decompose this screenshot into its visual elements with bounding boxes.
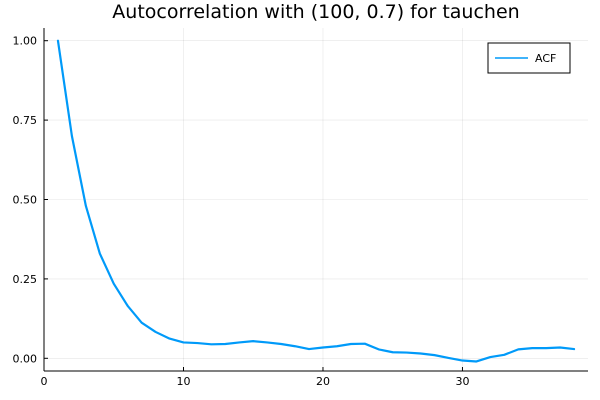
y-tick-label: 0.25 [13,273,38,286]
legend: ACF [487,42,571,74]
y-tick-label: 1.00 [13,35,38,48]
chart-title: Autocorrelation with (100, 0.7) for tauc… [112,1,519,23]
x-tick-label: 20 [316,375,330,388]
series-line-acf [56,39,576,363]
y-tick-label: 0.00 [13,352,38,365]
y-tick-label: 0.75 [13,114,38,127]
series-layer [56,39,576,363]
grid-layer [43,28,588,371]
x-tick-label: 10 [176,375,190,388]
legend-label: ACF [535,52,556,65]
ticks-layer: 0 10 20 30 0.00 0.25 0.50 0.75 1.00 [13,35,470,388]
x-tick-label: 0 [41,375,48,388]
x-tick-label: 30 [455,375,469,388]
y-tick-label: 0.50 [13,194,38,207]
